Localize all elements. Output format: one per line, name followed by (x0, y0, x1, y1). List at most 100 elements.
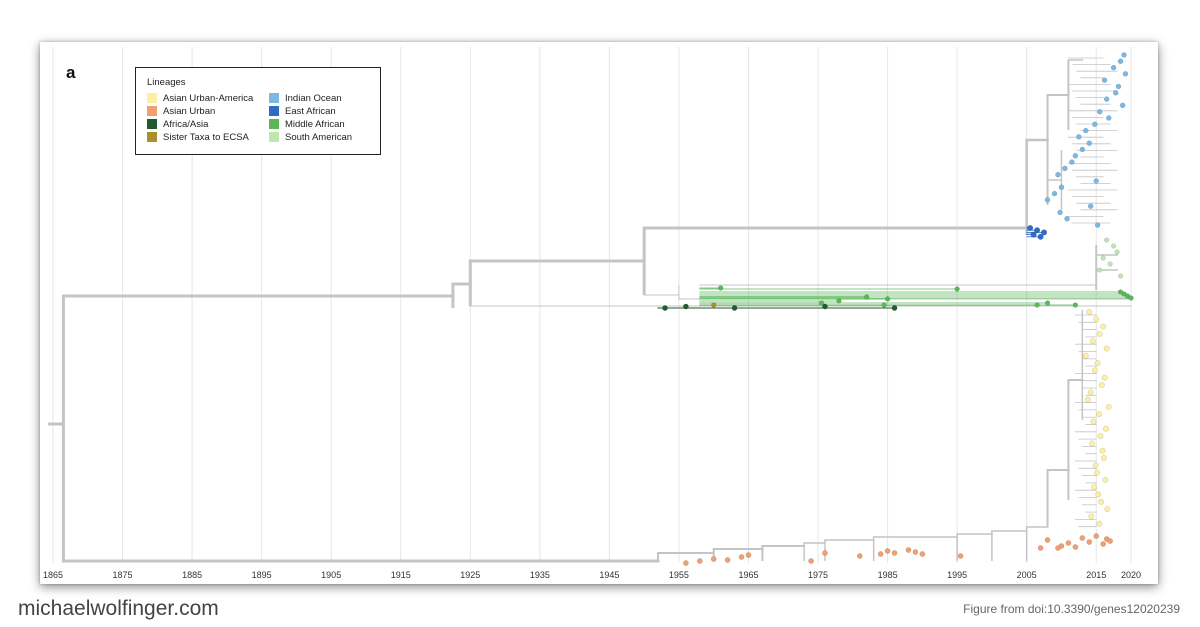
tip-indian-ocean (1097, 108, 1103, 115)
x-tick-label: 1905 (321, 570, 341, 580)
site-name: michaelwolfinger.com (18, 597, 219, 620)
tip-asian-urban-america (1098, 498, 1104, 505)
tip-indian-ocean (1072, 153, 1079, 159)
tip-middle-african (1044, 300, 1051, 306)
tip-asian-urban (1065, 540, 1072, 546)
tip-indian-ocean (1055, 171, 1061, 178)
tip-indian-ocean (1087, 203, 1094, 209)
tip-east-african (1041, 229, 1048, 236)
tip-south-american (1097, 267, 1103, 273)
tip-indian-ocean (1094, 222, 1101, 228)
tip-asian-urban-america (1087, 389, 1094, 396)
tip-asian-urban (1079, 535, 1086, 541)
tip-asian-urban-america (1103, 425, 1109, 432)
tip-asian-urban (683, 560, 689, 566)
tip-indian-ocean (1117, 58, 1124, 64)
tip-asian-urban (884, 548, 891, 554)
legend-swatch (269, 93, 279, 103)
legend-label: Africa/Asia (163, 118, 209, 130)
tip-middle-african (884, 296, 891, 302)
tip-indian-ocean (1062, 165, 1068, 172)
x-tick-label: 1925 (460, 570, 480, 580)
tip-asian-urban (1100, 541, 1106, 547)
tip-asian-urban (1072, 544, 1079, 550)
tip-middle-african (1117, 289, 1124, 295)
x-tick-label: 1885 (182, 570, 202, 580)
x-axis-ticks: 1865 1875 1885 1895 1905 1915 1925 1935 1945 1955… (43, 570, 1141, 580)
tip-asian-urban (957, 553, 964, 559)
x-tick-label: 1895 (252, 570, 272, 580)
legend-item-middle-african: Middle African (269, 118, 345, 130)
tip-asian-urban-america (1092, 462, 1099, 469)
tip-indian-ocean (1057, 209, 1063, 216)
legend-item-asian-urban: Asian Urban (147, 105, 215, 117)
tip-indian-ocean (1121, 52, 1127, 58)
tip-asian-urban (738, 554, 745, 560)
tip-indian-ocean (1112, 90, 1119, 96)
tip-asian-urban-america (1093, 316, 1100, 323)
tip-asian-urban-america (1097, 433, 1104, 439)
tip-middle-african (1072, 302, 1078, 308)
legend-label: Middle African (285, 118, 345, 130)
legend-label: East African (285, 105, 336, 117)
tree-tips (662, 52, 1134, 566)
legend-item-south-american: South American (269, 131, 352, 143)
legend-swatch (269, 119, 279, 129)
legend-item-sister-taxa: Sister Taxa to ECSA (147, 131, 249, 143)
tip-east-african (1034, 227, 1041, 234)
legend-item-east-african: East African (269, 105, 336, 117)
tip-asian-urban-america (1086, 309, 1093, 315)
x-tick-label: 1875 (113, 570, 133, 580)
tip-indian-ocean (1093, 178, 1099, 184)
tip-asian-urban (1107, 538, 1113, 544)
x-tick-label: 2005 (1017, 570, 1037, 580)
tip-asian-urban-america (1096, 330, 1103, 337)
tip-asian-urban-america (1088, 513, 1095, 520)
tip-asian-urban-america (1096, 520, 1103, 527)
legend-title: Lineages (147, 77, 186, 88)
tip-indian-ocean (1119, 102, 1126, 109)
x-tick-label: 1945 (599, 570, 619, 580)
tip-indian-ocean (1092, 121, 1098, 128)
tip-asian-urban-america (1094, 469, 1100, 476)
tip-asian-urban-america (1091, 484, 1098, 491)
tip-asian-urban-america (1098, 382, 1105, 388)
legend-label: Asian Urban (163, 105, 216, 117)
tip-asian-urban (710, 556, 717, 562)
tip-middle-african (1128, 295, 1134, 301)
tip-indian-ocean (1069, 159, 1075, 165)
tip-asian-urban-america (1102, 476, 1109, 483)
tip-indian-ocean (1076, 134, 1082, 140)
tip-south-american (1100, 255, 1106, 261)
legend-item-asian-urban-america: Asian Urban-America (147, 92, 253, 104)
x-tick-label: 2015 (1086, 570, 1106, 580)
tip-asian-urban-america (1100, 323, 1107, 330)
tip-middle-african (718, 285, 724, 291)
tip-africa-asia (731, 305, 738, 311)
tip-asian-urban-america (1104, 506, 1111, 512)
tip-asian-urban-america (1084, 396, 1091, 403)
legend-item-africa-asia: Africa/Asia (147, 118, 208, 130)
tip-south-american (1104, 237, 1110, 243)
tip-indian-ocean (1106, 115, 1112, 121)
tip-middle-african (818, 300, 825, 306)
tip-indian-ocean (1083, 127, 1089, 134)
tip-asian-urban (822, 550, 828, 556)
tip-asian-urban (724, 557, 731, 563)
tip-asian-urban (912, 549, 919, 555)
legend-label: Asian Urban-America (163, 92, 254, 104)
tip-africa-asia (822, 303, 828, 310)
tip-middle-african (881, 302, 887, 308)
tip-asian-urban-america (1103, 345, 1110, 352)
tip-asian-urban (905, 547, 912, 553)
x-tick-label: 1935 (530, 570, 550, 580)
tip-middle-african (836, 298, 842, 304)
legend-swatch (269, 106, 279, 116)
tip-asian-urban (745, 552, 752, 558)
tip-asian-urban (891, 550, 898, 556)
tip-asian-urban-america (1090, 418, 1097, 425)
tip-asian-urban (808, 558, 814, 564)
figure-credit: Figure from doi:10.3390/genes12020239 (963, 602, 1180, 616)
tip-east-african (1027, 224, 1034, 231)
tip-middle-african (954, 286, 960, 292)
